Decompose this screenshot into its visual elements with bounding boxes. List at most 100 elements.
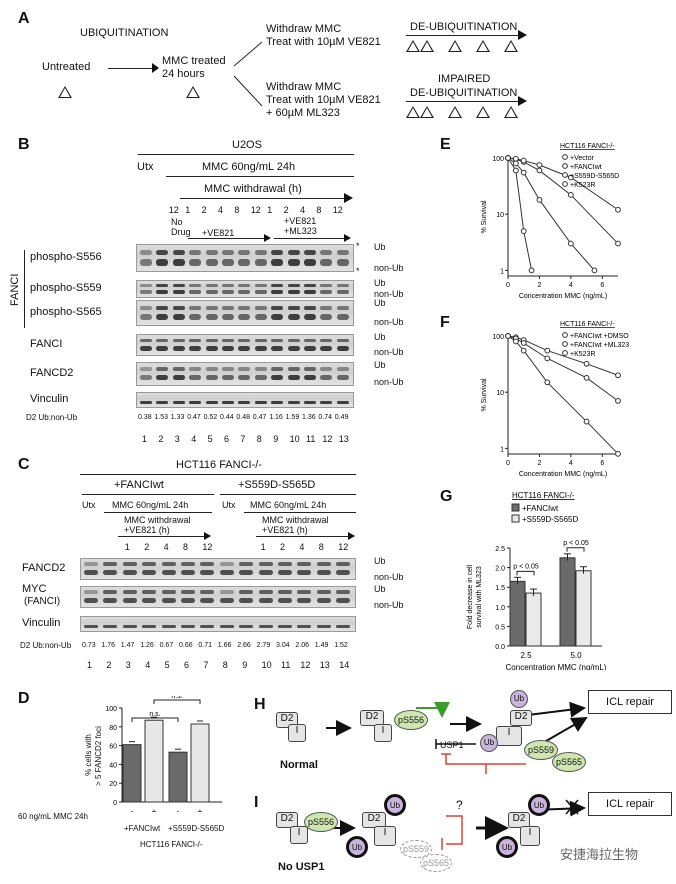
- c-hour-label: 2: [280, 542, 286, 552]
- c-ratio-value: 3.04: [276, 642, 290, 649]
- surv-xlabel: Concentration MMC (ng/mL): [519, 471, 607, 478]
- b-band-ub: [140, 367, 152, 372]
- i-d2-box-3: D2: [508, 812, 530, 828]
- c-lane-number: 13: [319, 660, 330, 670]
- c-lane-number: 12: [300, 660, 311, 670]
- h-d2-box-2: D2: [360, 710, 384, 726]
- c-ub-label: Ub: [374, 584, 386, 594]
- h-ub-oval-2: Ub: [480, 734, 498, 752]
- h-ps565-oval: pS565: [552, 752, 586, 772]
- c-band-ub: [161, 590, 176, 594]
- surv-point: [536, 196, 543, 203]
- b-band: [205, 259, 218, 266]
- c-band: [181, 598, 195, 603]
- g-legend-swatch: [511, 514, 520, 523]
- surv-point: [520, 340, 527, 346]
- d-ytick-label: 20: [109, 781, 117, 788]
- b-hour-label: 12: [332, 205, 343, 215]
- b-band-ub: [287, 305, 300, 310]
- b-band: [304, 400, 316, 405]
- b-band: [287, 259, 300, 266]
- arrowhead-impaired: [518, 96, 527, 106]
- c-lane-number: 11: [281, 660, 291, 670]
- i-i-box-1: I: [290, 826, 308, 844]
- c-ratio-label: D2 Ub:non-Ub: [20, 641, 72, 650]
- b-hour-label: 8: [234, 205, 240, 215]
- c-band: [200, 570, 215, 575]
- b-hour-label: 2: [201, 205, 207, 215]
- c-band: [219, 624, 234, 629]
- g-ytick-label: 0.0: [495, 644, 505, 651]
- b-band: [172, 259, 185, 266]
- surv-point: [520, 347, 527, 354]
- b-lane-number: 4: [191, 434, 197, 444]
- b-band: [205, 314, 218, 321]
- timepoint-triangle: [504, 40, 518, 52]
- b-band: [189, 346, 202, 351]
- i-ub-oval-1: Ub: [384, 794, 406, 816]
- b-band: [304, 289, 316, 294]
- c-lane-number: 10: [261, 660, 272, 670]
- b-band: [222, 400, 234, 405]
- b-blot-strip: [136, 300, 354, 326]
- b-band: [254, 259, 267, 266]
- c-lane-number: 7: [203, 660, 209, 670]
- c-mmc-bracket-1: [104, 512, 212, 513]
- b-band: [336, 400, 349, 405]
- b-band: [189, 314, 202, 321]
- c-withdrawal-2b: +VE821 (h): [262, 525, 308, 535]
- withdrawal-arrow: [180, 198, 346, 199]
- b-band: [156, 400, 169, 405]
- h-ps556-oval: pS556: [394, 710, 428, 730]
- d-ytick-label: 0: [113, 800, 117, 807]
- c-band-ub: [122, 590, 137, 594]
- surv-xtick-label: 0: [506, 282, 510, 289]
- c-band-ub: [122, 562, 137, 566]
- d-sign: -: [177, 807, 180, 812]
- b-band: [140, 346, 152, 351]
- g-pval-label: p < 0.05: [513, 563, 539, 570]
- b-band-ub: [189, 250, 202, 255]
- b-band: [238, 259, 251, 266]
- b-band: [271, 400, 284, 405]
- u2os-bracket: [138, 154, 354, 155]
- c-band: [316, 598, 331, 603]
- c-band-ub: [297, 562, 312, 566]
- b-band-ub: [271, 250, 284, 255]
- c-band-ub: [297, 590, 312, 594]
- b-band-ub: [222, 367, 234, 372]
- panel-label-g: G: [440, 488, 453, 505]
- b-lane-number: 1: [142, 434, 148, 444]
- surv-xtick-label: 6: [600, 460, 604, 467]
- mmc-label: MMC 60ng/mL 24h: [202, 161, 296, 173]
- b-ratio-value: 0.47: [187, 414, 201, 421]
- c-mmc-label-1: MMC 60ng/mL 24h: [112, 500, 189, 510]
- b-band: [172, 314, 185, 321]
- d-ytick-label: 100: [105, 706, 117, 713]
- g-pval-label: p < 0.05: [563, 540, 589, 547]
- c-hour-label: 1: [260, 542, 266, 552]
- g-bar: [575, 570, 592, 647]
- b-lane-number: 2: [158, 434, 164, 444]
- c-band-ub: [316, 562, 331, 566]
- surv-point: [567, 174, 574, 181]
- c-hour-label: 4: [163, 542, 169, 552]
- surv-legend-marker: [562, 332, 568, 338]
- c-band-ub: [103, 562, 118, 566]
- d-ns-bracket: [153, 699, 201, 704]
- b-band: [172, 375, 185, 381]
- b-row-label: FANCI: [30, 338, 63, 350]
- h-ub-oval-1: Ub: [510, 690, 528, 708]
- c-band-ub: [103, 590, 118, 594]
- surv-point: [544, 379, 551, 386]
- arrowhead-deubiq: [518, 30, 527, 40]
- b-star: *: [356, 241, 360, 251]
- ml323-arrow: [274, 238, 346, 239]
- deubiquitination-label: DE-UBIQUITINATION: [410, 21, 518, 33]
- b-star: *: [356, 266, 360, 276]
- b-band: [172, 289, 185, 294]
- timepoint-triangle: [420, 40, 434, 52]
- c-ratio-value: 1.52: [334, 642, 348, 649]
- surv-point: [544, 347, 551, 354]
- withdraw2-line1: Withdraw MMC: [266, 81, 342, 93]
